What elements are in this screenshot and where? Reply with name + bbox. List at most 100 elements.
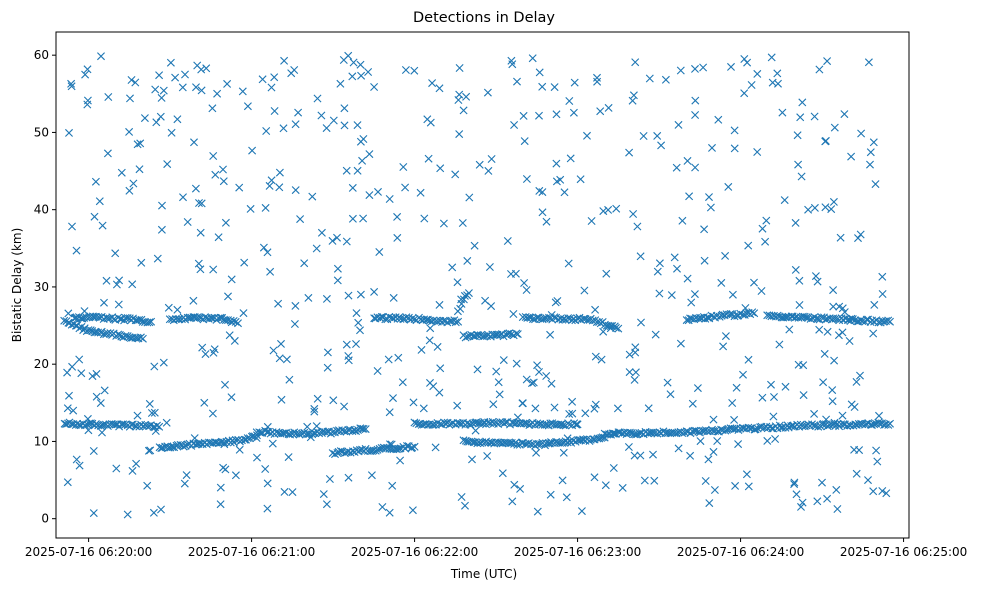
data-point [378,503,387,511]
data-point [753,424,762,433]
data-point [274,299,283,308]
x-tick-label: 2025-07-16 06:23:00 [514,545,641,559]
data-point [262,127,271,135]
data-point [267,83,276,92]
data-point [401,183,410,192]
data-point [408,314,417,323]
data-point [302,430,310,439]
data-point [90,328,99,337]
data-point [524,439,533,448]
data-point [290,66,299,74]
data-point [872,446,881,455]
data-point [837,420,846,429]
data-point [507,270,515,278]
data-point [399,163,408,171]
data-point [481,296,490,305]
data-point [100,386,109,395]
data-point [456,304,465,313]
data-point [473,365,482,374]
data-point [513,77,521,86]
data-point [532,448,541,457]
data-point [653,131,662,140]
data-point [758,393,767,402]
data-point [565,97,574,105]
data-point [331,450,339,459]
data-point [705,193,713,202]
data-point [426,118,435,127]
data-point [794,360,803,369]
data-point [356,290,365,299]
data-point [259,243,268,252]
data-point [834,331,843,340]
data-point [758,224,767,233]
y-tick-label: 30 [34,280,49,294]
data-point [119,420,128,429]
data-point [340,402,349,411]
data-point [60,316,69,325]
data-point [587,217,596,225]
data-point [674,120,683,129]
data-point [166,443,175,452]
data-point [775,340,784,349]
data-point [597,355,606,364]
data-point [338,426,347,435]
data-point [624,443,633,451]
data-point [126,94,134,103]
data-point [795,276,804,285]
data-point [220,440,229,449]
data-point [151,85,160,94]
data-point [389,394,397,403]
plot-area-frame [55,31,910,539]
data-point [263,248,272,257]
data-point [522,286,531,294]
data-point [781,382,790,391]
data-point [174,315,183,324]
data-point [819,378,828,387]
data-point [131,78,140,87]
data-point [149,508,158,517]
data-point [721,251,730,260]
data-point [538,208,547,217]
data-point [742,470,751,479]
data-point [408,443,417,452]
data-point [832,485,841,494]
data-point [608,322,617,330]
data-point [420,214,429,223]
data-point [280,487,289,496]
data-point [823,327,832,336]
data-point [68,362,77,371]
data-point [263,504,272,513]
data-point [455,130,464,139]
data-point [284,453,293,462]
data-point [359,214,368,223]
data-point [394,353,403,362]
data-point [238,87,247,96]
data-point [170,443,179,452]
data-point [559,448,568,457]
data-point [312,244,321,253]
data-point [197,65,206,74]
data-point [683,274,692,283]
data-point [771,435,780,443]
data-point [426,324,435,333]
data-point [398,378,407,387]
data-point [375,248,384,256]
data-point [429,382,438,391]
data-point [133,140,142,149]
data-point [220,438,229,447]
data-point [499,356,508,365]
data-point [459,106,468,115]
data-point [518,399,527,408]
data-point [183,218,192,226]
data-point [838,304,847,313]
data-point [157,93,166,102]
data-point [676,339,685,348]
data-point [546,490,555,499]
data-point [91,177,100,186]
data-point [513,330,522,339]
data-point [370,287,379,296]
data-point [310,407,319,416]
data-point [117,168,126,177]
data-point [850,445,859,454]
data-point [508,60,517,69]
